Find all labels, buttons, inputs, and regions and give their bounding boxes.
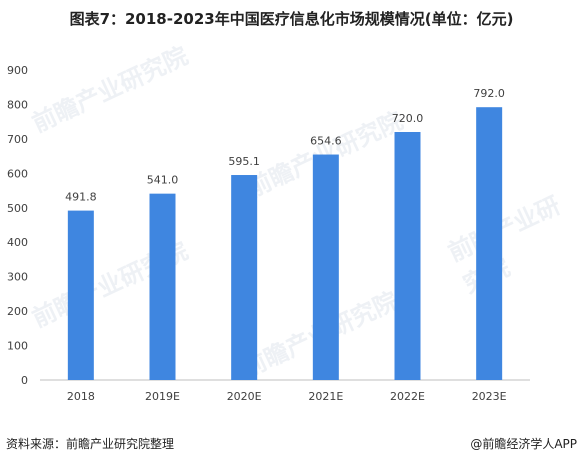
value-label: 491.8	[65, 191, 97, 204]
bars	[67, 107, 503, 380]
value-label: 720.0	[392, 112, 424, 125]
x-tick-label: 2023E	[472, 390, 507, 403]
x-tick-label: 2018	[67, 390, 95, 403]
bar	[394, 132, 421, 380]
bar	[149, 193, 176, 380]
y-tick-label: 300	[7, 271, 28, 284]
y-axis: 0 100 200 300 400 500 600 700 800 900	[7, 64, 28, 387]
chart-title: 图表7：2018-2023年中国医疗信息化市场规模情况(单位：亿元)	[69, 10, 514, 28]
y-tick-label: 900	[7, 64, 28, 77]
x-tick-label: 2022E	[390, 390, 425, 403]
bar	[67, 210, 94, 380]
y-tick-label: 0	[21, 374, 28, 387]
y-tick-label: 200	[7, 305, 28, 318]
x-tick-label: 2020E	[227, 390, 262, 403]
x-tick-label: 2019E	[145, 390, 180, 403]
y-tick-label: 400	[7, 236, 28, 249]
value-label: 792.0	[473, 87, 505, 100]
y-tick-label: 600	[7, 167, 28, 180]
y-tick-label: 800	[7, 98, 28, 111]
y-tick-label: 500	[7, 202, 28, 215]
bar	[231, 175, 258, 380]
value-label: 541.0	[147, 174, 179, 187]
bar	[476, 107, 503, 380]
value-labels: 491.8 541.0 595.1 654.6 720.0 792.0	[65, 87, 505, 203]
credit-note: @前瞻经济学人APP	[470, 437, 577, 451]
bar	[312, 154, 339, 380]
y-tick-label: 700	[7, 133, 28, 146]
value-label: 654.6	[310, 135, 342, 148]
source-note: 资料来源：前瞻产业研究院整理	[6, 437, 175, 451]
x-tick-label: 2021E	[308, 390, 343, 403]
y-tick-label: 100	[7, 340, 28, 353]
value-label: 595.1	[228, 155, 260, 168]
x-axis: 2018 2019E 2020E 2021E 2022E 2023E	[67, 390, 507, 403]
